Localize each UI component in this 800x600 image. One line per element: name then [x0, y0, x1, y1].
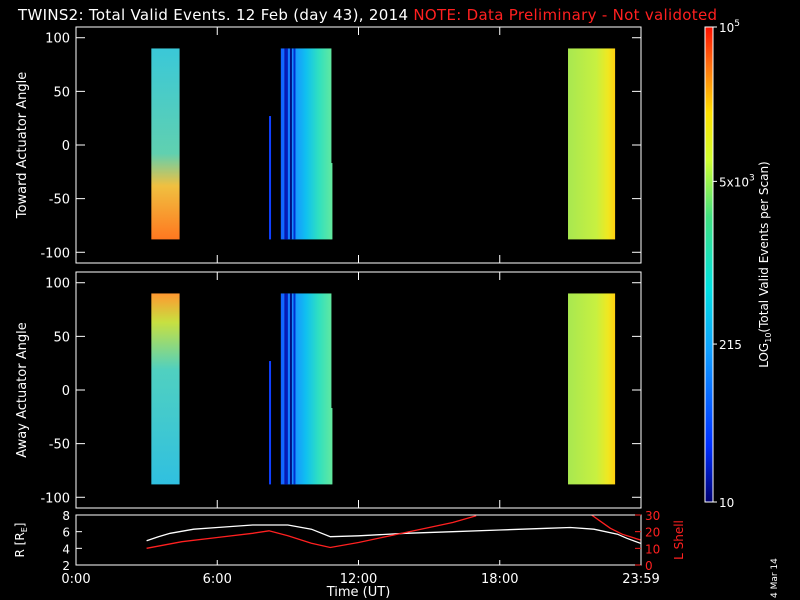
orbit-xtick-label: 0:00: [61, 572, 90, 587]
away-ytick-label: 50: [53, 330, 70, 345]
toward-panel: -100 -50 0 50 100 Toward Actuator Angle: [15, 26, 642, 264]
toward-ytick-label: -50: [49, 193, 70, 208]
away-stripe-3: [293, 293, 296, 485]
orbit-ytick-left-label: 8: [62, 509, 70, 523]
away-panel: -100 -50 0 50 100 Away Actuator Angle: [15, 271, 642, 509]
orbit-ytick-right-label: 30: [645, 509, 660, 523]
colorbar-label-3: 10: [719, 496, 734, 510]
orbit-xlabel: Time (UT): [326, 585, 391, 600]
title-main: TWINS2: Total Valid Events. 12 Feb (day …: [18, 6, 409, 24]
away-block-2: [280, 293, 332, 485]
colorbar-label-1: 5x103: [719, 173, 755, 189]
date-stamp: 4 Mar 14: [770, 558, 780, 598]
toward-stripe-0: [285, 48, 288, 240]
away-stripe-1: [284, 293, 287, 485]
toward-stripe-1: [284, 48, 287, 240]
orbit-ytick-right-label: 0: [645, 559, 653, 573]
away-stripe-2: [289, 293, 292, 485]
away-ytick-label: -100: [40, 491, 70, 506]
away-stripe-0: [285, 293, 288, 485]
orbit-panel: 2 4 6 8 0 10 20 30 0:00 6:00 12:00 18:00 23:59 Time (…: [13, 509, 686, 600]
away-ylabel: Away Actuator Angle: [15, 322, 30, 457]
orbit-ytick-left-label: 4: [62, 542, 70, 556]
toward-ytick-label: 100: [45, 32, 70, 47]
orbit-xtick-label: 6:00: [203, 572, 232, 587]
chart-title: TWINS2: Total Valid Events. 12 Feb (day …: [18, 6, 717, 24]
away-ytick-label: 0: [62, 384, 70, 399]
toward-block-1: [269, 116, 272, 240]
orbit-frame: [75, 514, 642, 566]
toward-stripe-2: [289, 48, 292, 240]
orbit-xtick-label: 12:00: [340, 572, 377, 587]
colorbar-bar: [704, 26, 714, 503]
orbit-ylabel-right: L Shell: [672, 520, 686, 560]
orbit-ylabel-left: R [RE]: [13, 523, 29, 558]
toward-ylabel: Toward Actuator Angle: [15, 72, 30, 219]
title-note: NOTE: Data Preliminary - Not validoted: [413, 6, 718, 24]
toward-stripe-3: [293, 48, 296, 240]
toward-ytick-label: 50: [53, 85, 70, 100]
colorbar-label-2: 215: [719, 338, 742, 352]
away-ytick-label: -50: [49, 438, 70, 453]
colorbar-ylabel: LOG10(Total Valid Events per Scan): [757, 161, 773, 368]
away-ytick-label: 100: [45, 277, 70, 292]
orbit-ytick-left-label: 2: [62, 559, 70, 573]
orbit-xtick-label: 23:59: [622, 572, 659, 587]
colorbar-label-0: 105: [719, 19, 740, 35]
away-block-0: [151, 293, 180, 485]
orbit-xtick-label: 18:00: [481, 572, 518, 587]
toward-block-0: [151, 48, 180, 240]
orbit-ytick-right-label: 20: [645, 526, 660, 540]
away-block-3: [568, 293, 616, 485]
orbit-ytick-right-label: 10: [645, 542, 660, 556]
toward-ytick-label: 0: [62, 139, 70, 154]
toward-edge-mark: [330, 163, 333, 240]
colorbar: 105 5x103 215 10 LOG10(Total Valid Events pe…: [704, 19, 773, 510]
orbit-ytick-left-label: 6: [62, 526, 70, 540]
orbit-series-2: [591, 514, 641, 541]
toward-block-3: [568, 48, 616, 240]
toward-block-2: [280, 48, 332, 240]
away-edge-mark: [330, 408, 333, 485]
away-block-1: [269, 361, 272, 485]
orbit-series-1: [146, 515, 477, 549]
toward-ytick-label: -100: [40, 246, 70, 261]
orbit-series-0: [146, 524, 641, 544]
